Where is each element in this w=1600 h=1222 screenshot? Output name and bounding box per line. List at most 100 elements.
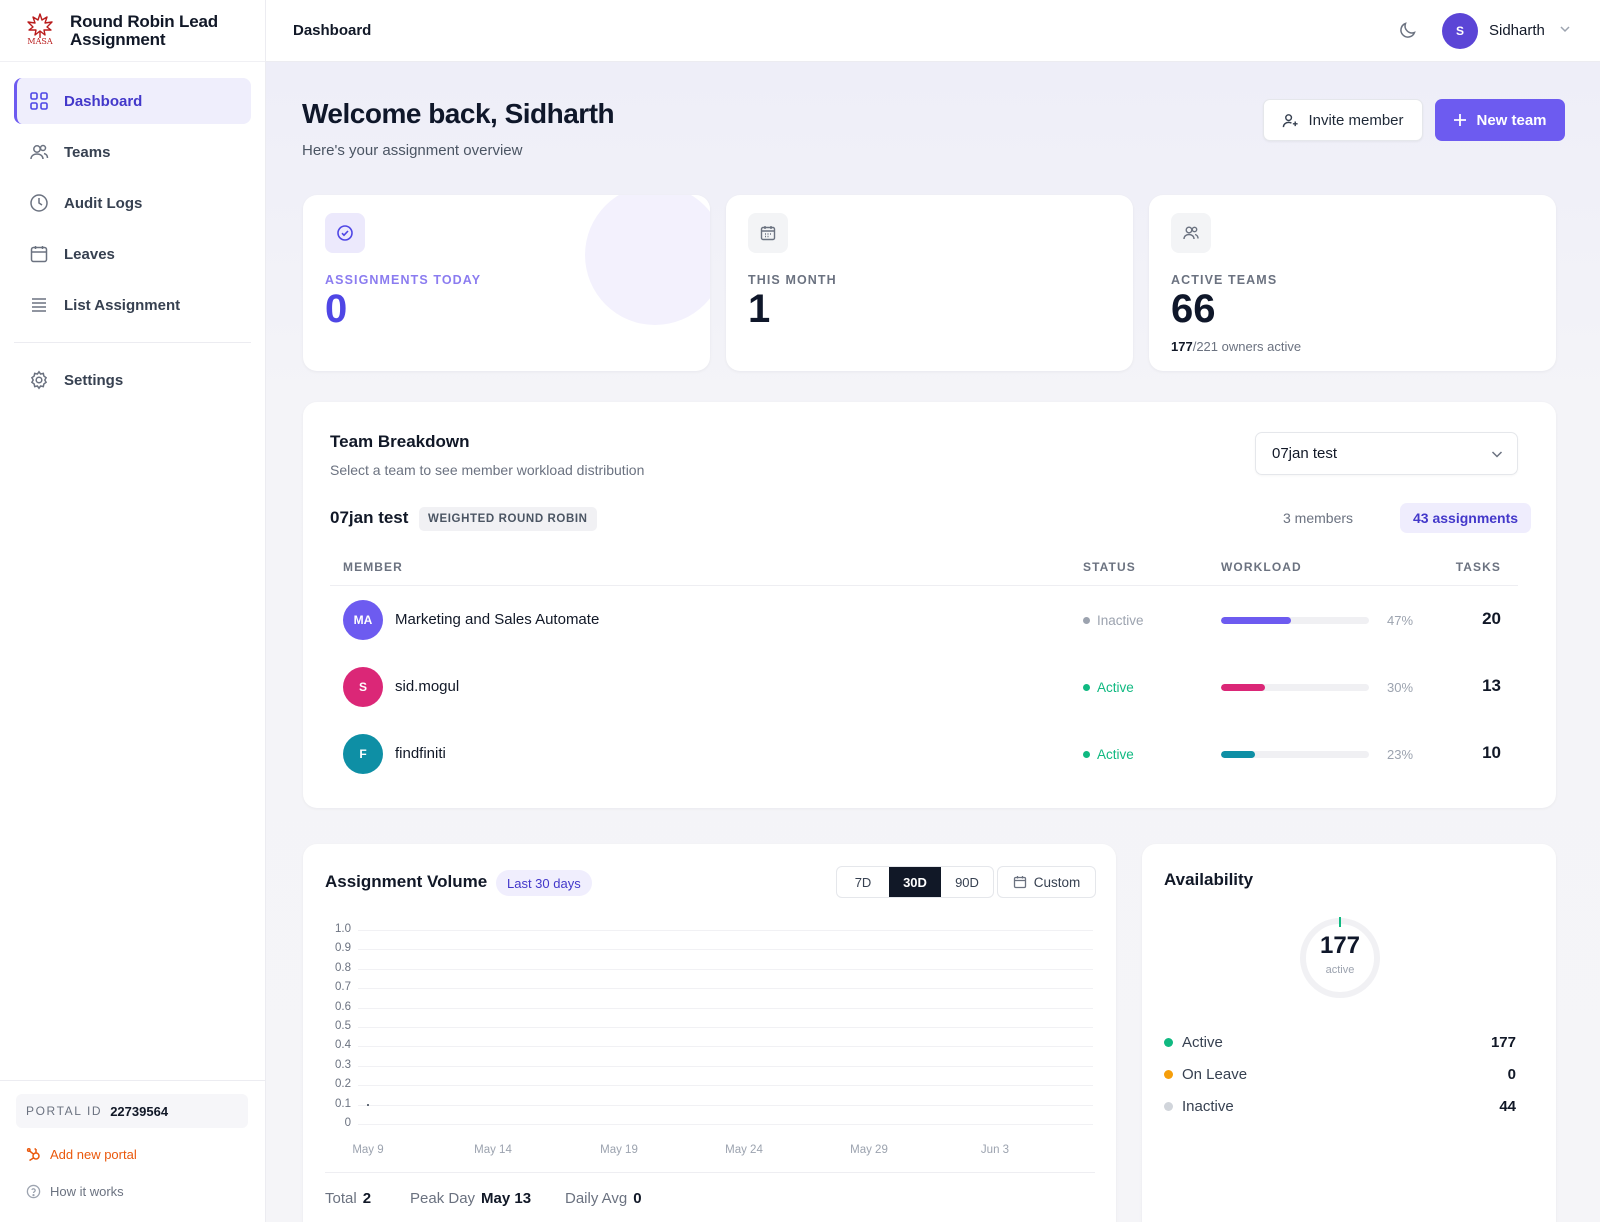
brand[interactable]: MASA Round Robin Lead Assignment <box>0 0 265 62</box>
y-tick-label: 0.1 <box>335 1097 351 1110</box>
grid-line <box>358 1124 1093 1125</box>
hubspot-icon <box>26 1146 42 1162</box>
avatar: S <box>343 667 383 707</box>
plus-icon <box>1453 113 1467 127</box>
sidebar-item-audit-logs[interactable]: Audit Logs <box>14 180 251 226</box>
status-badge: Inactive <box>1083 613 1144 628</box>
table-row[interactable]: MA Marketing and Sales Automate Inactive… <box>303 587 1556 653</box>
sidebar-item-dashboard[interactable]: Dashboard <box>14 78 251 124</box>
avatar: F <box>343 734 383 774</box>
user-name[interactable]: Sidharth <box>1489 22 1545 39</box>
grid-line <box>358 1007 1093 1009</box>
grid-line <box>358 930 1093 931</box>
active-label: active <box>1325 964 1355 976</box>
member-name: sid.mogul <box>395 678 460 695</box>
workload-bar <box>1221 617 1369 624</box>
task-count: 13 <box>1482 676 1501 695</box>
clock-icon <box>28 192 50 214</box>
x-tick-label: May 9 <box>352 1144 384 1156</box>
y-tick-label: 0.6 <box>335 1000 351 1013</box>
assignment-volume-card: Assignment Volume Last 30 days 7D 30D 90… <box>303 844 1116 1222</box>
breadcrumb: Dashboard <box>293 22 372 39</box>
portal-id-box: PORTAL ID 22739564 <box>16 1094 248 1128</box>
availability-card: Availability 177 active Active 177 On Le… <box>1142 844 1556 1222</box>
peak-day-stat: Peak Day May 13 <box>410 1190 532 1207</box>
stat-card-active-teams: ACTIVE TEAMS 66 177/221 owners active <box>1149 195 1556 371</box>
portal-id-label: PORTAL ID <box>26 1104 103 1118</box>
grid-line <box>358 1065 1093 1067</box>
sidebar-item-leaves[interactable]: Leaves <box>14 231 251 277</box>
x-tick-label: May 24 <box>725 1144 763 1156</box>
grid-line <box>358 988 1093 990</box>
team-breakdown-card: Team Breakdown Select a team to see memb… <box>303 402 1556 808</box>
main-content: Welcome back, Sidharth Here's your assig… <box>266 62 1600 1222</box>
moon-icon[interactable] <box>1398 20 1418 45</box>
range-option-7d[interactable]: 7D <box>854 874 872 890</box>
sidebar-item-label: Settings <box>64 371 124 389</box>
users-icon <box>28 141 50 163</box>
workload-bar <box>1221 684 1369 691</box>
mode-badge: WEIGHTED ROUND ROBIN <box>419 507 597 531</box>
status-badge: Active <box>1083 680 1134 695</box>
masa-logo: MASA <box>24 12 56 49</box>
sidebar-item-teams[interactable]: Teams <box>14 129 251 175</box>
stat-value: 66 <box>1171 287 1216 331</box>
header-divider <box>330 585 1518 586</box>
legend-item-active: Active 177 <box>1164 1032 1516 1054</box>
avatar[interactable]: S <box>1442 13 1478 49</box>
table-row[interactable]: S sid.mogul Active 30% 13 <box>303 654 1556 720</box>
team-name: 07jan test <box>330 508 409 527</box>
sidebar-item-label: Leaves <box>64 245 115 263</box>
grid-line <box>358 1046 1093 1048</box>
decorative-circle <box>585 195 710 325</box>
stat-card-this-month: THIS MONTH 1 <box>726 195 1133 371</box>
availability-ring: 177 active <box>1298 916 1382 1000</box>
range-option-90d[interactable]: 90D <box>955 874 979 890</box>
calendar-icon <box>1013 875 1027 889</box>
y-tick-label: 0.8 <box>335 961 351 974</box>
column-header-workload: WORKLOAD <box>1221 560 1302 574</box>
calendar-icon <box>748 213 788 253</box>
y-tick-label: 0.7 <box>335 981 351 994</box>
legend-item-inactive: Inactive 44 <box>1164 1096 1516 1118</box>
x-tick-label: May 14 <box>474 1144 512 1156</box>
list-icon <box>28 294 50 316</box>
section-title: Team Breakdown <box>330 432 470 451</box>
sidebar: MASA Round Robin Lead Assignment Dashboa… <box>0 0 266 1222</box>
sidebar-item-label: List Assignment <box>64 296 181 314</box>
sidebar-item-settings[interactable]: Settings <box>14 357 251 403</box>
stat-value: 0 <box>325 287 348 331</box>
member-name: findfiniti <box>395 745 446 762</box>
active-count: 177 <box>1319 932 1361 959</box>
total-stat: Total 2 <box>325 1190 372 1207</box>
custom-range-button[interactable]: Custom <box>997 866 1096 898</box>
add-portal-link[interactable]: Add new portal <box>26 1146 137 1162</box>
x-tick-label: Jun 3 <box>980 1144 1010 1156</box>
stat-card-assignments-today: ASSIGNMENTS TODAY 0 <box>303 195 710 371</box>
section-title: Availability <box>1164 870 1254 889</box>
page-subtitle: Here's your assignment overview <box>302 142 523 159</box>
team-select[interactable]: 07jan test <box>1255 432 1518 475</box>
column-header-status: STATUS <box>1083 560 1136 574</box>
x-tick-label: May 19 <box>600 1144 638 1156</box>
users-icon <box>1171 213 1211 253</box>
chevron-down-icon[interactable] <box>1558 22 1572 41</box>
section-title: Assignment Volume <box>325 872 488 891</box>
check-circle-icon <box>325 213 365 253</box>
grid-line <box>358 949 1093 951</box>
y-tick-label: 0.2 <box>335 1078 351 1091</box>
workload-bar <box>1221 751 1369 758</box>
y-tick-label: 0.3 <box>335 1058 351 1071</box>
range-toggle: 7D 30D 90D <box>836 866 994 898</box>
gear-icon <box>28 369 50 391</box>
footer-divider <box>325 1172 1095 1173</box>
new-team-button[interactable]: New team <box>1435 99 1565 141</box>
help-circle-icon <box>26 1184 41 1199</box>
y-tick-label: 0.4 <box>335 1039 351 1052</box>
sidebar-item-list-assignment[interactable]: List Assignment <box>14 282 251 328</box>
table-row[interactable]: F findfiniti Active 23% 10 <box>303 721 1556 787</box>
how-it-works-link[interactable]: How it works <box>26 1184 124 1199</box>
range-option-30d[interactable]: 30D <box>889 867 941 897</box>
invite-member-button[interactable]: Invite member <box>1263 99 1423 141</box>
column-header-member: MEMBER <box>343 560 403 574</box>
